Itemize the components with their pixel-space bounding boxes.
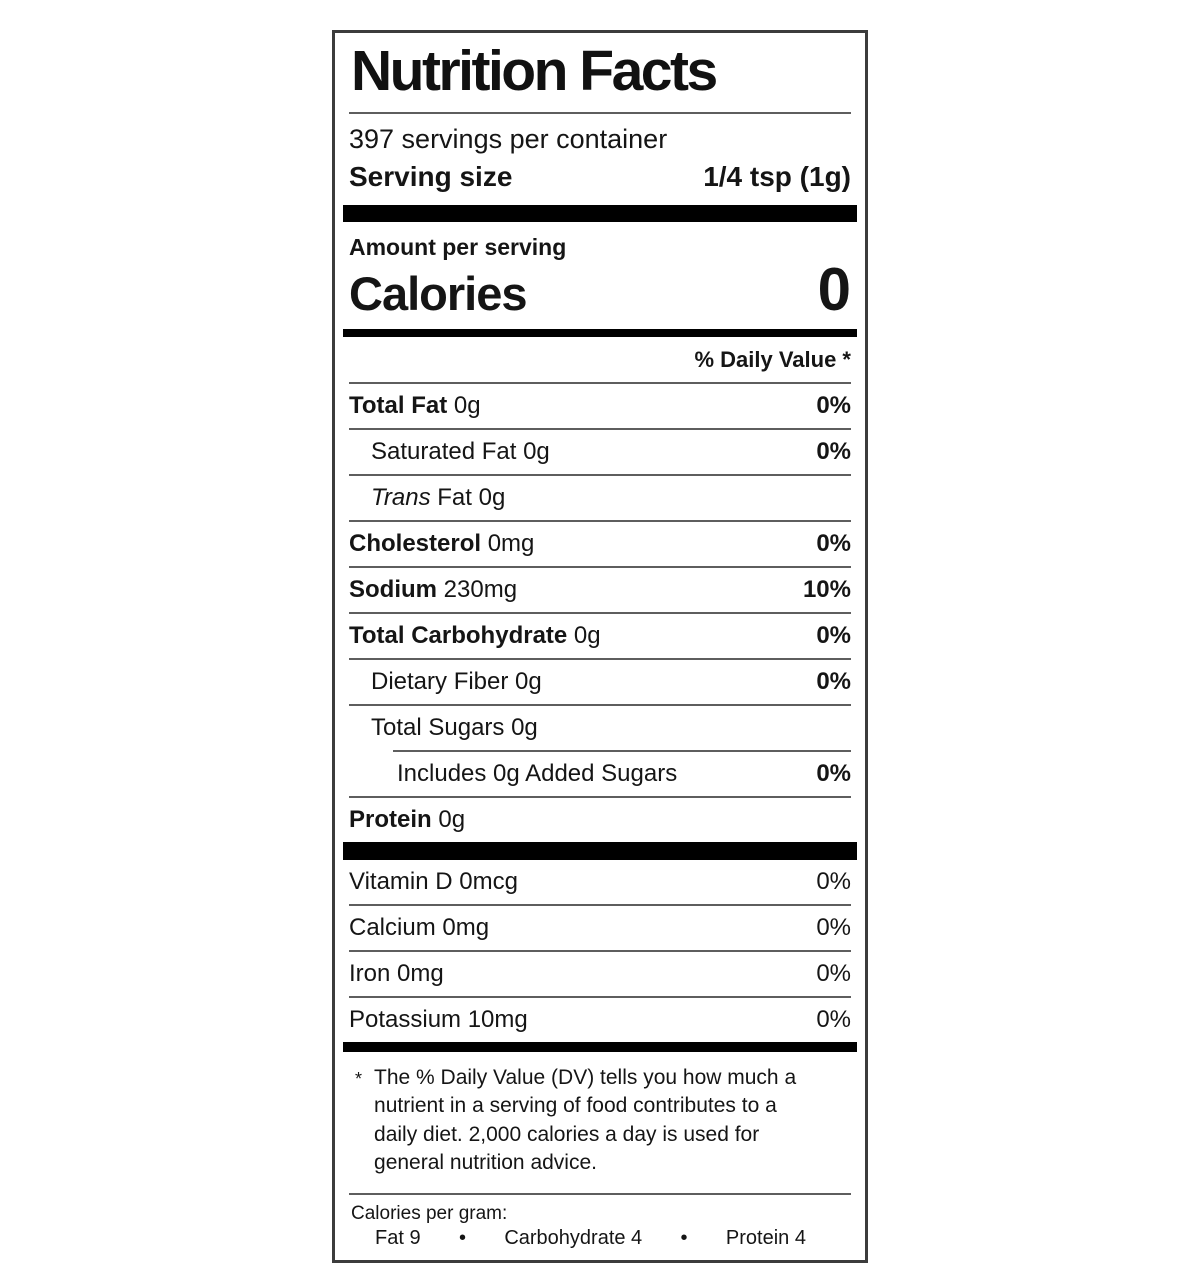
daily-value-percent: 0%: [816, 760, 851, 787]
vitamin-amount: Potassium 10mg: [349, 1006, 528, 1033]
nutrient-name: Total Sugars 0g: [371, 714, 538, 742]
serving-size-row: Serving size 1/4 tsp (1g): [349, 157, 851, 205]
label-title: Nutrition Facts: [351, 39, 718, 103]
daily-value-header: % Daily Value *: [694, 347, 851, 372]
daily-value-percent: 0%: [816, 438, 851, 465]
footnote-asterisk: *: [355, 1069, 363, 1089]
medium-divider-footnote: [343, 1042, 857, 1052]
vitamin-row-potassium: Potassium 10mg 0%: [349, 998, 851, 1042]
nutrient-amount: 0g: [447, 392, 481, 419]
nutrient-row-trans-fat: Trans Fat 0g: [349, 476, 851, 520]
vitamin-name: Calcium 0mg: [349, 914, 489, 942]
row-divider-indented: [393, 750, 851, 752]
nutrient-amount: Fat 0g: [430, 484, 506, 511]
cpg-carbohydrate: Carbohydrate 4: [504, 1227, 643, 1250]
nutrient-amount: 0g: [567, 622, 601, 649]
footnote: * The % Daily Value (DV) tells you how m…: [349, 1052, 851, 1193]
nutrient-row-total-sugars: Total Sugars 0g: [349, 706, 851, 750]
vitamin-amount: Iron 0mg: [349, 960, 444, 987]
servings-per-container: 397 servings per container: [349, 124, 668, 154]
nutrient-amount: 230mg: [437, 576, 518, 603]
cpg-protein: Protein 4: [725, 1227, 806, 1250]
nutrient-amount: 0g: [431, 806, 466, 833]
calories-row: Calories 0: [349, 256, 851, 329]
daily-value-percent: 0%: [816, 914, 851, 941]
row-divider: [349, 904, 851, 906]
serving-size-label: Serving size: [349, 161, 513, 192]
thick-divider-top: [343, 205, 857, 222]
daily-value-percent: 0%: [816, 622, 851, 649]
medium-divider-calories: [343, 329, 857, 337]
nutrient-row-sodium: Sodium 230mg 10%: [349, 568, 851, 612]
nutrient-name: Total Fat 0g: [349, 392, 481, 420]
vitamin-row-iron: Iron 0mg 0%: [349, 952, 851, 996]
nutrient-amount: Total Sugars 0g: [371, 714, 538, 741]
vitamin-row-vitamin-d: Vitamin D 0mcg 0%: [349, 860, 851, 904]
nutrient-amount: Dietary Fiber 0g: [371, 668, 542, 695]
vitamin-row-calcium: Calcium 0mg 0%: [349, 906, 851, 950]
nutrient-amount: Includes 0g Added Sugars: [397, 760, 678, 787]
title-divider: [349, 112, 851, 114]
amount-per-serving-label: Amount per serving: [349, 234, 567, 260]
row-divider: [349, 520, 851, 522]
nutrient-amount: Saturated Fat 0g: [371, 438, 550, 465]
daily-value-percent: 0%: [816, 392, 851, 419]
nutrient-row-protein: Protein 0g: [349, 798, 851, 842]
nutrient-name: Trans Fat 0g: [371, 484, 505, 512]
nutrient-row-added-sugars: Includes 0g Added Sugars 0%: [349, 752, 851, 796]
nutrient-name-bold: Sodium: [349, 576, 437, 603]
vitamin-amount: Calcium 0mg: [349, 914, 490, 941]
row-divider: [349, 428, 851, 430]
vitamin-amount: Vitamin D 0mcg: [349, 868, 518, 895]
nutrient-name: Saturated Fat 0g: [371, 438, 550, 466]
nutrient-name-bold: Total Carbohydrate: [349, 622, 568, 649]
nutrient-amount: 0mg: [481, 530, 535, 557]
daily-value-percent: 0%: [816, 1006, 851, 1033]
nutrient-row-dietary-fiber: Dietary Fiber 0g 0%: [349, 660, 851, 704]
row-divider: [349, 658, 851, 660]
footnote-divider: [349, 1193, 851, 1196]
cpg-bullet-2: •: [680, 1227, 688, 1250]
serving-size-value: 1/4 tsp (1g): [703, 161, 851, 192]
calories-per-gram-row: Fat 9 • Carbohydrate 4 • Protein 4: [349, 1225, 851, 1260]
nutrient-row-total-fat: Total Fat 0g 0%: [349, 384, 851, 428]
daily-value-percent: 0%: [816, 960, 851, 987]
nutrient-name-italic: Trans: [371, 484, 431, 511]
nutrient-name-bold: Total Fat: [349, 392, 448, 419]
nutrient-name: Cholesterol 0mg: [349, 530, 534, 558]
vitamin-name: Potassium 10mg: [349, 1006, 528, 1034]
vitamin-name: Vitamin D 0mcg: [349, 868, 518, 896]
nutrient-name: Dietary Fiber 0g: [371, 668, 542, 696]
row-divider: [349, 950, 851, 952]
nutrient-row-cholesterol: Cholesterol 0mg 0%: [349, 522, 851, 566]
vitamin-name: Iron 0mg: [349, 960, 444, 988]
row-divider: [349, 704, 851, 706]
calories-value: 0: [817, 256, 851, 323]
cpg-fat: Fat 9: [375, 1227, 421, 1250]
footnote-text: The % Daily Value (DV) tells you how muc…: [374, 1066, 797, 1175]
nutrient-name: Sodium 230mg: [349, 576, 517, 604]
thick-divider-vitamins: [343, 842, 857, 860]
nutrition-facts-label: Nutrition Facts 397 servings per contain…: [332, 30, 868, 1263]
daily-value-percent: 0%: [816, 868, 851, 895]
nutrient-name-bold: Cholesterol: [349, 530, 482, 557]
nutrient-name-bold: Protein: [349, 806, 432, 833]
nutrient-row-saturated-fat: Saturated Fat 0g 0%: [349, 430, 851, 474]
nutrient-name: Protein 0g: [349, 806, 465, 834]
row-divider: [349, 996, 851, 998]
nutrient-name: Includes 0g Added Sugars: [397, 760, 677, 788]
row-divider: [349, 382, 851, 384]
nutrient-name: Total Carbohydrate 0g: [349, 622, 601, 650]
row-divider: [349, 796, 851, 798]
row-divider: [349, 612, 851, 614]
daily-value-percent: 0%: [816, 530, 851, 557]
row-divider: [349, 474, 851, 476]
daily-value-percent: 10%: [802, 576, 851, 603]
cpg-bullet-1: •: [458, 1227, 466, 1250]
row-divider: [349, 566, 851, 568]
nutrient-row-total-carbohydrate: Total Carbohydrate 0g 0%: [349, 614, 851, 658]
daily-value-percent: 0%: [816, 668, 851, 695]
calories-label: Calories: [349, 267, 527, 320]
